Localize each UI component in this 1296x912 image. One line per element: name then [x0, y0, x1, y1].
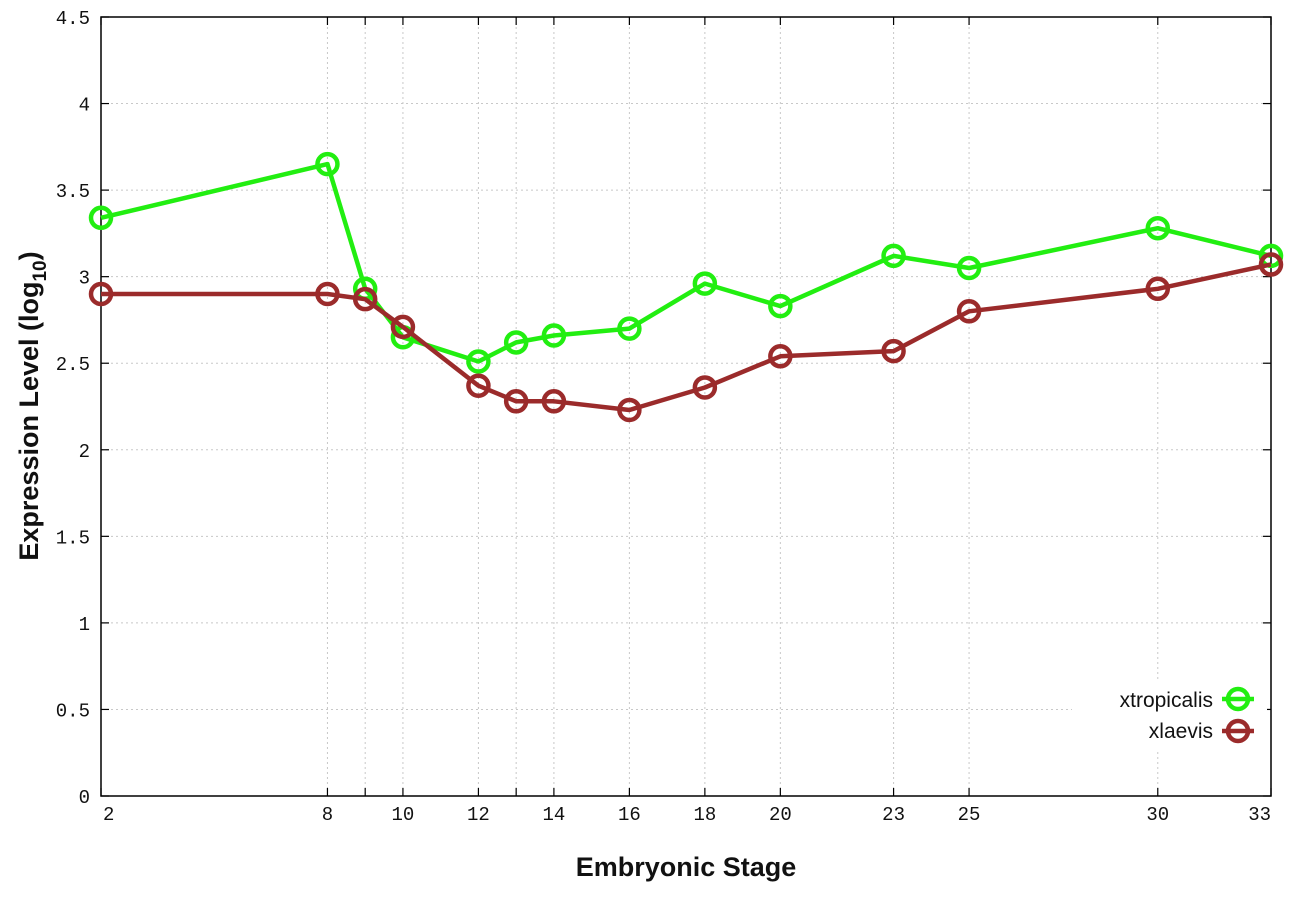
plot-frame: [100, 16, 1272, 797]
y-tick-label: 0: [79, 787, 90, 809]
tick-marks: [100, 16, 1272, 797]
x-tick-label: 30: [1146, 804, 1169, 826]
data-point-xtropicalis: [503, 330, 529, 355]
x-tick-label: 20: [769, 804, 792, 826]
y-tick-label: 3: [79, 268, 90, 290]
data-point-xlaevis: [617, 397, 642, 423]
data-point-xtropicalis: [466, 349, 491, 374]
data-point-xtropicalis: [617, 316, 642, 341]
x-tick-labels: 2 8 10 12 14 16 18 20 23 25 30 33: [103, 804, 1271, 826]
y-tick-labels: 0 0.5 1 1.5 2 2.5 3 3.5 4 4.5: [56, 8, 90, 809]
data-point-xtropicalis: [881, 243, 906, 269]
x-tick-label: 25: [958, 804, 981, 826]
x-axis-title: Embryonic Stage: [576, 852, 797, 882]
data-point-xlaevis: [503, 389, 529, 414]
series-line-xlaevis: [101, 262, 1272, 413]
x-tick-label: 12: [467, 804, 490, 826]
legend: xtropicalis xlaevis: [1072, 682, 1267, 752]
data-point-xlaevis: [315, 281, 340, 307]
x-tick-label: 23: [882, 804, 905, 826]
legend-marker-xtropicalis: [1225, 686, 1251, 712]
x-tick-label: 16: [618, 804, 641, 826]
x-tick-label: 18: [693, 804, 716, 826]
data-point-xlaevis: [466, 373, 491, 398]
x-tick-label: 14: [542, 804, 565, 826]
y-tick-label: 4: [79, 95, 90, 117]
y-tick-label: 3.5: [56, 181, 90, 203]
legend-label-xlaevis: xlaevis: [1149, 720, 1213, 743]
data-point-xtropicalis: [1145, 215, 1171, 241]
legend-label-xtropicalis: xtropicalis: [1120, 689, 1213, 712]
y-tick-label: 1.5: [56, 527, 90, 549]
y-tick-label: 2.5: [56, 354, 90, 376]
y-axis-title-end: ): [14, 251, 44, 260]
data-point-xlaevis: [390, 314, 416, 340]
y-axis-title: Expression Level (log10): [14, 251, 51, 560]
data-point-xlaevis: [352, 286, 378, 312]
x-tick-label: 33: [1248, 804, 1271, 826]
y-tick-label: 0.5: [56, 700, 90, 722]
x-tick-label: 8: [322, 804, 333, 826]
y-tick-label: 1: [79, 614, 90, 636]
x-tick-label: 10: [392, 804, 415, 826]
series-layer: [88, 151, 1284, 423]
data-point-xlaevis: [1258, 252, 1284, 277]
data-point-xlaevis: [541, 389, 567, 414]
data-point-xlaevis: [956, 299, 982, 324]
data-point-xlaevis: [881, 338, 906, 364]
data-point-xlaevis: [88, 281, 114, 307]
data-point-xlaevis: [768, 344, 793, 369]
y-axis-title-sub: 10: [30, 260, 51, 281]
data-point-xlaevis: [1145, 276, 1171, 302]
data-point-xlaevis: [692, 375, 718, 400]
y-tick-label: 4.5: [56, 8, 90, 30]
data-point-xtropicalis: [88, 205, 114, 231]
data-point-xtropicalis: [315, 151, 340, 177]
legend-marker-xlaevis: [1225, 718, 1251, 744]
data-point-xtropicalis: [956, 255, 982, 281]
y-axis-title-main: Expression Level (log: [14, 282, 44, 561]
grid-layer: [101, 17, 1271, 796]
data-point-xtropicalis: [768, 293, 793, 319]
data-point-xtropicalis: [692, 271, 718, 296]
y-tick-label: 2: [79, 441, 90, 463]
series-line-xtropicalis: [100, 161, 1272, 364]
x-tick-label: 2: [103, 804, 114, 826]
data-point-xtropicalis: [541, 323, 567, 348]
